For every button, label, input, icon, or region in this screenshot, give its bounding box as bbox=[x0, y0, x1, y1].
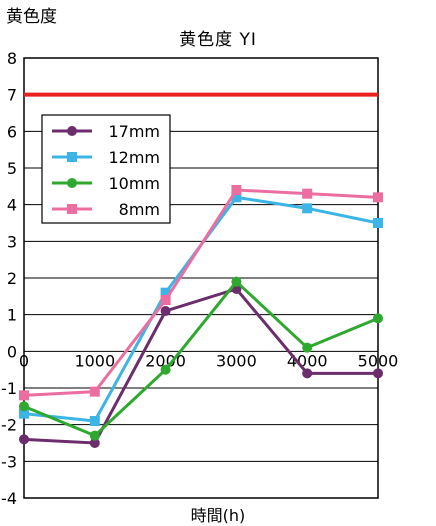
data-point bbox=[160, 306, 171, 316]
data-point bbox=[373, 368, 383, 379]
legend-label: 12mm bbox=[108, 148, 160, 167]
series-line-8mm bbox=[23, 188, 379, 397]
y-tick-label: 1 bbox=[7, 306, 17, 325]
data-point bbox=[19, 408, 29, 419]
y-tick-label: -3 bbox=[1, 452, 17, 471]
data-point bbox=[231, 185, 242, 195]
x-tick-label: 5000 bbox=[358, 351, 399, 370]
y-tick-label: 7 bbox=[7, 86, 17, 105]
data-point bbox=[160, 364, 171, 375]
data-point bbox=[373, 218, 383, 228]
series-line-10mm bbox=[23, 279, 379, 438]
x-tick-label: 0 bbox=[19, 351, 29, 370]
data-point bbox=[160, 287, 171, 298]
data-point bbox=[89, 416, 100, 426]
y-tick-label: 2 bbox=[7, 269, 17, 288]
y-tick-label: 4 bbox=[7, 196, 17, 215]
data-point bbox=[231, 276, 242, 287]
x-tick-label: 1000 bbox=[74, 351, 115, 370]
chart-title: 黄色度 YI bbox=[179, 30, 257, 50]
legend-marker bbox=[67, 178, 77, 188]
y-tick-label: -1 bbox=[1, 379, 17, 398]
y-tick-label: 0 bbox=[7, 342, 17, 361]
legend-label: 10mm bbox=[108, 174, 160, 193]
legend-marker bbox=[67, 204, 77, 214]
x-axis-label: 時間(h) bbox=[190, 506, 246, 525]
x-tick-label: 3000 bbox=[216, 351, 257, 370]
y-tick-label: 8 bbox=[7, 49, 17, 68]
data-point bbox=[19, 401, 29, 412]
data-point bbox=[373, 313, 383, 324]
legend-marker bbox=[67, 152, 77, 162]
plot-frame bbox=[23, 57, 379, 499]
y-tick-label: -4 bbox=[1, 489, 17, 508]
data-point bbox=[302, 188, 313, 199]
series-line-12mm bbox=[23, 195, 379, 423]
x-tick-label: 4000 bbox=[287, 351, 328, 370]
data-point bbox=[302, 342, 313, 353]
data-point bbox=[302, 203, 313, 214]
legend-label: 8mm bbox=[119, 200, 160, 219]
data-point bbox=[89, 438, 100, 448]
series-line-17mm bbox=[23, 287, 378, 445]
y-tick-label: 6 bbox=[7, 122, 17, 141]
data-point bbox=[19, 390, 29, 401]
legend-label: 17mm bbox=[108, 122, 160, 141]
legend-box bbox=[41, 114, 171, 224]
data-point bbox=[89, 430, 100, 441]
legend-marker bbox=[67, 126, 77, 136]
data-point bbox=[19, 434, 29, 445]
data-point bbox=[302, 368, 313, 379]
data-point bbox=[89, 386, 100, 397]
y-tick-label: 3 bbox=[7, 232, 17, 251]
y-tick-label: 5 bbox=[7, 159, 17, 178]
data-point bbox=[231, 192, 242, 203]
y-tick-label: -2 bbox=[1, 416, 17, 435]
data-point bbox=[160, 295, 171, 305]
y-axis-label: 黄色度 bbox=[6, 7, 57, 27]
data-point bbox=[373, 192, 383, 203]
